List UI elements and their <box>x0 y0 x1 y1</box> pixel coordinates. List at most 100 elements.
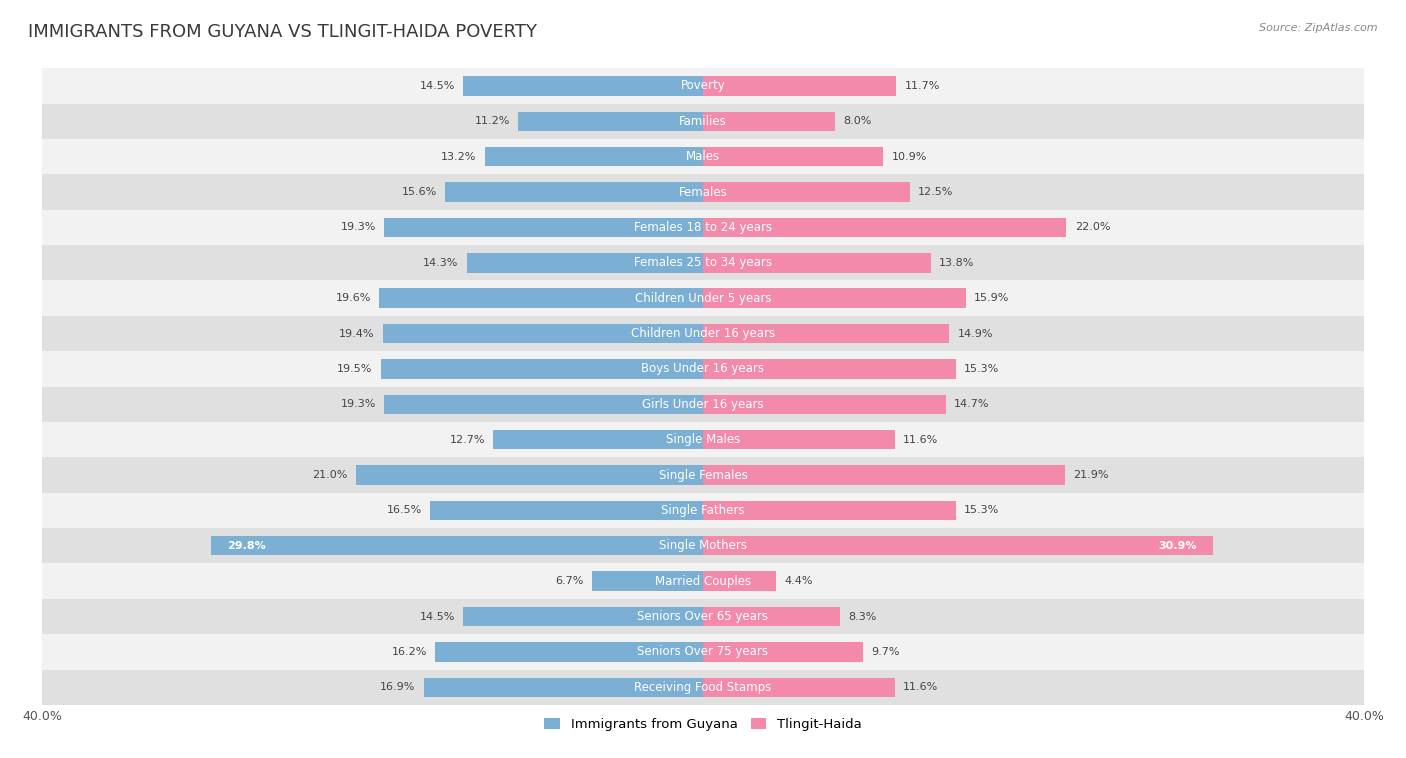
Bar <box>703 501 956 520</box>
Text: Poverty: Poverty <box>681 80 725 92</box>
Text: Single Females: Single Females <box>658 468 748 481</box>
Bar <box>42 528 1364 563</box>
Text: Females 25 to 34 years: Females 25 to 34 years <box>634 256 772 269</box>
Bar <box>384 218 703 237</box>
Bar <box>42 280 1364 316</box>
Text: Families: Families <box>679 114 727 128</box>
Text: Females 18 to 24 years: Females 18 to 24 years <box>634 221 772 234</box>
Bar <box>42 422 1364 457</box>
Bar <box>703 147 883 167</box>
Text: 16.5%: 16.5% <box>387 506 422 515</box>
Text: 15.9%: 15.9% <box>974 293 1010 303</box>
Bar <box>42 139 1364 174</box>
Text: 14.5%: 14.5% <box>420 81 456 91</box>
Text: Seniors Over 75 years: Seniors Over 75 years <box>637 645 769 659</box>
Text: 29.8%: 29.8% <box>228 540 266 551</box>
Text: 21.9%: 21.9% <box>1073 470 1108 480</box>
Text: 13.2%: 13.2% <box>441 152 477 161</box>
Bar <box>703 678 894 697</box>
Text: 19.6%: 19.6% <box>336 293 371 303</box>
Bar <box>42 387 1364 422</box>
Text: 22.0%: 22.0% <box>1074 222 1111 233</box>
Text: 16.9%: 16.9% <box>380 682 416 692</box>
Text: 6.7%: 6.7% <box>555 576 583 586</box>
Text: 19.5%: 19.5% <box>337 364 373 374</box>
Text: 15.3%: 15.3% <box>965 506 1000 515</box>
Text: Single Fathers: Single Fathers <box>661 504 745 517</box>
Bar <box>356 465 703 485</box>
Bar <box>703 394 946 414</box>
Text: 30.9%: 30.9% <box>1159 540 1197 551</box>
Legend: Immigrants from Guyana, Tlingit-Haida: Immigrants from Guyana, Tlingit-Haida <box>538 713 868 737</box>
Text: 12.5%: 12.5% <box>918 187 953 197</box>
Text: Married Couples: Married Couples <box>655 575 751 587</box>
Text: 10.9%: 10.9% <box>891 152 927 161</box>
Bar <box>42 245 1364 280</box>
Bar <box>467 253 703 273</box>
Text: 11.6%: 11.6% <box>903 434 938 445</box>
Text: 9.7%: 9.7% <box>872 647 900 657</box>
Text: 21.0%: 21.0% <box>312 470 347 480</box>
Bar <box>703 536 1213 556</box>
Bar <box>211 536 703 556</box>
Text: Single Males: Single Males <box>666 433 740 446</box>
Bar <box>42 174 1364 210</box>
Bar <box>464 607 703 626</box>
Bar <box>42 351 1364 387</box>
Bar <box>703 183 910 202</box>
Bar <box>42 104 1364 139</box>
Bar <box>703 324 949 343</box>
Text: Children Under 5 years: Children Under 5 years <box>634 292 772 305</box>
Text: 19.4%: 19.4% <box>339 328 374 339</box>
Bar <box>384 394 703 414</box>
Bar <box>703 572 776 591</box>
Text: Boys Under 16 years: Boys Under 16 years <box>641 362 765 375</box>
Bar <box>42 669 1364 705</box>
Bar <box>703 218 1066 237</box>
Text: Females: Females <box>679 186 727 199</box>
Bar <box>703 607 841 626</box>
Text: 19.3%: 19.3% <box>340 399 375 409</box>
Bar <box>464 77 703 96</box>
Bar <box>703 77 896 96</box>
Text: Seniors Over 65 years: Seniors Over 65 years <box>637 610 769 623</box>
Text: 13.8%: 13.8% <box>939 258 974 268</box>
Bar <box>703 253 931 273</box>
Bar <box>703 430 894 449</box>
Text: 14.5%: 14.5% <box>420 612 456 622</box>
Text: 11.2%: 11.2% <box>474 116 510 127</box>
Bar <box>430 501 703 520</box>
Text: 8.0%: 8.0% <box>844 116 872 127</box>
Text: 14.7%: 14.7% <box>955 399 990 409</box>
Text: 16.2%: 16.2% <box>392 647 427 657</box>
Text: Receiving Food Stamps: Receiving Food Stamps <box>634 681 772 694</box>
Bar <box>703 359 956 379</box>
Bar <box>517 111 703 131</box>
Text: Girls Under 16 years: Girls Under 16 years <box>643 398 763 411</box>
Text: IMMIGRANTS FROM GUYANA VS TLINGIT-HAIDA POVERTY: IMMIGRANTS FROM GUYANA VS TLINGIT-HAIDA … <box>28 23 537 41</box>
Text: 14.9%: 14.9% <box>957 328 993 339</box>
Text: 15.3%: 15.3% <box>965 364 1000 374</box>
Text: 8.3%: 8.3% <box>848 612 877 622</box>
Text: 11.7%: 11.7% <box>904 81 941 91</box>
Text: 19.3%: 19.3% <box>340 222 375 233</box>
Bar <box>436 642 703 662</box>
Text: Single Mothers: Single Mothers <box>659 539 747 553</box>
Bar <box>42 563 1364 599</box>
Bar <box>42 599 1364 634</box>
Bar <box>42 316 1364 351</box>
Text: 12.7%: 12.7% <box>450 434 485 445</box>
Text: Source: ZipAtlas.com: Source: ZipAtlas.com <box>1260 23 1378 33</box>
Text: 14.3%: 14.3% <box>423 258 458 268</box>
Bar <box>703 642 863 662</box>
Bar <box>423 678 703 697</box>
Bar <box>42 493 1364 528</box>
Bar <box>42 457 1364 493</box>
Text: 15.6%: 15.6% <box>402 187 437 197</box>
Bar <box>592 572 703 591</box>
Bar <box>703 111 835 131</box>
Bar <box>380 288 703 308</box>
Bar <box>42 210 1364 245</box>
Bar <box>42 68 1364 104</box>
Bar <box>485 147 703 167</box>
